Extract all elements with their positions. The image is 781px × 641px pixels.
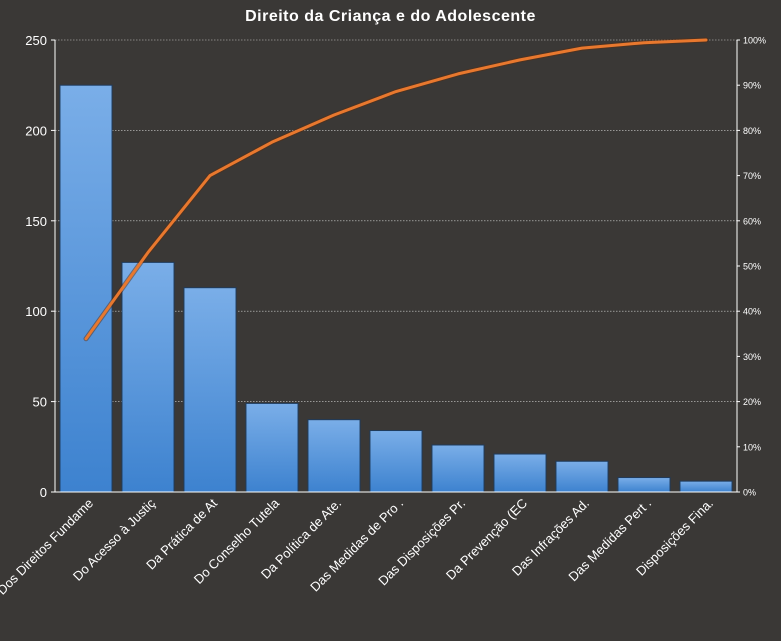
y-right-tick-label: 100% xyxy=(743,36,766,46)
bar xyxy=(431,444,485,493)
y-left-tick-label: 50 xyxy=(33,395,47,410)
bar xyxy=(245,402,299,493)
y-right-tick-label: 0% xyxy=(743,488,756,498)
chart-title: Direito da Criança e do Adolescente xyxy=(245,8,536,25)
bar xyxy=(307,419,361,493)
y-right-tick-label: 90% xyxy=(743,81,761,91)
bar xyxy=(555,460,609,493)
bar xyxy=(679,480,733,493)
y-right-tick-label: 40% xyxy=(743,307,761,317)
y-right-tick-label: 60% xyxy=(743,216,761,226)
bar-series xyxy=(59,84,733,493)
gridlines xyxy=(55,39,737,402)
y-left-tick-label: 0 xyxy=(40,485,47,500)
y-right-tick-label: 30% xyxy=(743,352,761,362)
y-right-tick-label: 70% xyxy=(743,171,761,181)
y-right-tick-label: 50% xyxy=(743,262,761,272)
cumulative-line xyxy=(84,38,708,341)
bar xyxy=(121,261,175,493)
axes: 0 50 100 150 200 250 0% 10% 20% 30% 40% 50% 60% 70% 80… xyxy=(0,33,766,598)
bar xyxy=(59,84,113,493)
bar xyxy=(369,430,423,493)
bar xyxy=(617,477,671,493)
bar xyxy=(183,287,237,493)
y-right-tick-label: 20% xyxy=(743,397,761,407)
y-left-tick-label: 150 xyxy=(25,214,47,229)
y-left-tick-label: 100 xyxy=(25,304,47,319)
y-right-tick-label: 10% xyxy=(743,442,761,452)
cumulative-line-shadow xyxy=(83,37,709,342)
y-right-tick-label: 80% xyxy=(743,126,761,136)
y-left-tick-label: 200 xyxy=(25,123,47,138)
cumulative-line-series xyxy=(83,37,709,342)
bar xyxy=(493,453,547,493)
y-left-tick-label: 250 xyxy=(25,33,47,48)
